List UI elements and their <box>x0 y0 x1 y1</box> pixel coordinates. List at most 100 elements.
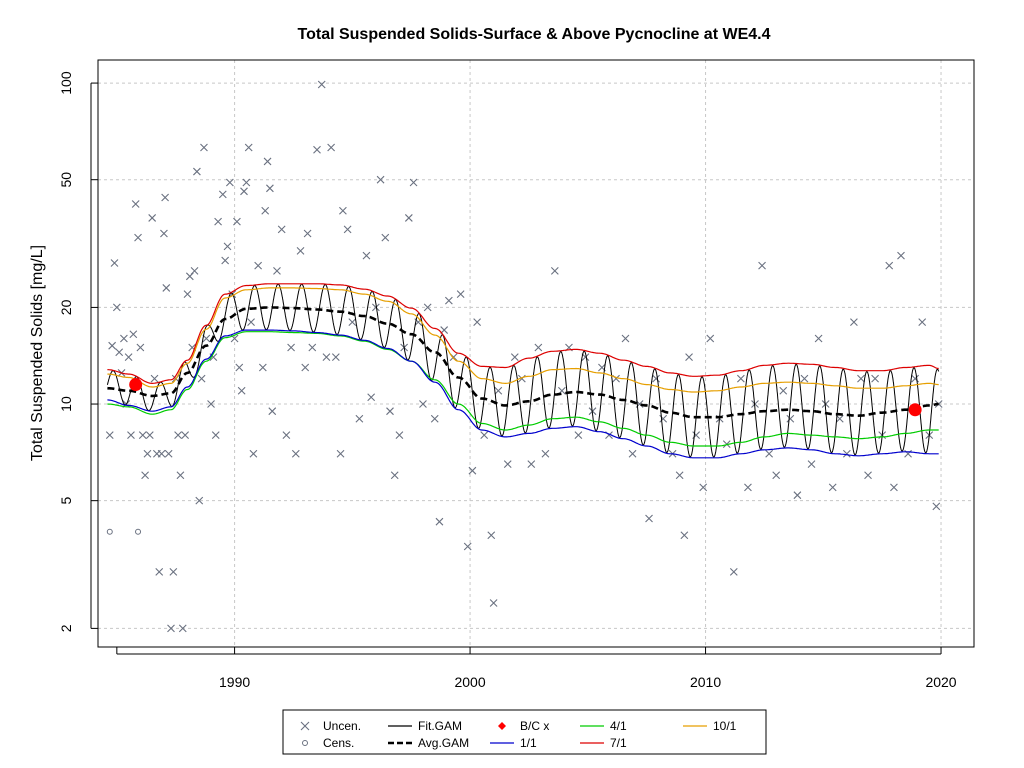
uncensored-point <box>164 449 173 458</box>
uncensored-point <box>489 599 498 607</box>
uncensored-point <box>291 449 300 458</box>
uncensored-point <box>419 400 427 408</box>
legend-label: Uncen. <box>323 719 361 733</box>
uncensored-point <box>195 496 204 505</box>
uncensored-point <box>244 143 253 152</box>
uncensored-point <box>223 242 232 251</box>
uncensored-point <box>706 334 715 343</box>
y-tick-label: 50 <box>58 172 74 188</box>
y-tick-label: 2 <box>58 624 74 632</box>
series-1-1-line <box>107 329 939 459</box>
legend-box <box>282 709 767 755</box>
uncensored-point <box>534 343 543 352</box>
uncensored-point <box>155 567 164 576</box>
uncensored-point <box>918 318 927 326</box>
uncensored-point <box>331 353 340 362</box>
legend-label: Avg.GAM <box>418 736 469 750</box>
uncensored-points <box>105 80 943 633</box>
uncensored-point <box>574 431 583 440</box>
uncensored-point <box>463 542 472 551</box>
uncensored-point <box>409 178 418 187</box>
bc-point <box>129 378 143 392</box>
uncensored-point <box>108 341 117 350</box>
uncensored-point <box>110 259 119 267</box>
legend-symbol-cens <box>302 740 308 746</box>
uncensored-point <box>303 229 312 238</box>
uncensored-point <box>148 214 157 222</box>
uncensored-point <box>268 407 277 416</box>
uncensored-point <box>736 374 745 383</box>
uncensored-point <box>864 471 872 480</box>
uncensored-point <box>313 145 321 154</box>
uncensored-point <box>112 303 121 312</box>
uncensored-point <box>652 374 660 383</box>
uncensored-point <box>376 175 385 184</box>
uncensored-point <box>550 266 559 275</box>
uncensored-point <box>494 386 503 395</box>
uncensored-point <box>277 225 286 234</box>
y-tick-label: 20 <box>58 299 74 315</box>
uncensored-point <box>141 471 149 480</box>
grid-lines <box>98 60 974 647</box>
uncensored-point <box>150 374 159 383</box>
uncensored-point <box>183 290 192 299</box>
uncensored-point <box>178 624 187 633</box>
uncensored-point <box>221 256 230 265</box>
uncensored-point <box>628 449 637 458</box>
uncensored-point <box>200 143 208 152</box>
uncensored-point <box>322 353 331 362</box>
uncensored-point <box>897 251 905 260</box>
series-4-1-line <box>107 331 939 447</box>
uncensored-point <box>339 206 347 215</box>
uncensored-point <box>249 449 258 458</box>
legend-label: 7/1 <box>610 736 627 750</box>
uncensored-point <box>685 353 693 362</box>
axes: 1990 2000 2010 2020 2 5 10 20 50 100 <box>58 71 957 690</box>
uncensored-point <box>885 261 894 270</box>
uncensored-point <box>157 449 166 458</box>
uncensored-point <box>517 374 526 383</box>
uncensored-point <box>143 449 152 458</box>
uncensored-point <box>167 624 175 633</box>
uncensored-point <box>430 414 439 423</box>
uncensored-point <box>456 290 465 299</box>
uncensored-point <box>235 363 244 372</box>
uncensored-point <box>503 460 512 468</box>
uncensored-point <box>381 233 390 242</box>
uncensored-point <box>317 80 326 89</box>
uncensored-point <box>395 431 404 440</box>
uncensored-point <box>127 431 135 440</box>
uncensored-point <box>211 431 220 440</box>
uncensored-point <box>857 374 865 383</box>
chart-title: Total Suspended Solids-Surface & Above P… <box>298 26 771 43</box>
series-7-1-line <box>107 283 939 385</box>
legend-label: 1/1 <box>520 736 537 750</box>
uncensored-point <box>779 386 788 395</box>
uncensored-point <box>367 393 376 402</box>
uncensored-point <box>174 431 182 440</box>
legend-label: 10/1 <box>713 719 737 733</box>
uncensored-point <box>134 233 142 242</box>
uncensored-point <box>680 531 689 540</box>
uncensored-point <box>480 431 489 440</box>
uncensored-point <box>423 303 432 312</box>
uncensored-point <box>758 261 766 270</box>
uncensored-point <box>487 531 496 540</box>
uncensored-point <box>254 261 263 270</box>
uncensored-point <box>786 414 795 423</box>
uncensored-point <box>842 449 851 458</box>
uncensored-point <box>124 353 133 362</box>
uncensored-point <box>287 343 295 352</box>
uncensored-point <box>675 471 684 480</box>
uncensored-point <box>129 330 138 339</box>
legend-label: 4/1 <box>610 719 627 733</box>
fit-gam-line <box>106 283 940 458</box>
uncensored-point <box>386 407 394 416</box>
uncensored-point <box>541 449 550 458</box>
uncensored-point <box>828 483 837 492</box>
uncensored-point <box>473 318 482 326</box>
uncensored-point <box>160 229 168 238</box>
uncensored-point <box>814 334 823 343</box>
uncensored-point <box>242 178 251 187</box>
